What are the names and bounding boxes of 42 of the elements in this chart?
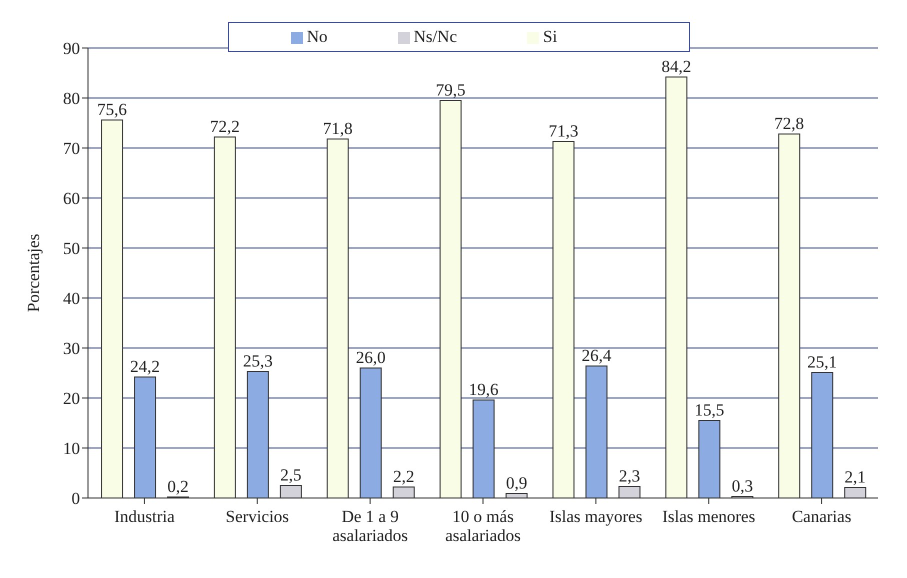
y-tick-label: 0 [72, 489, 80, 508]
legend-label: Ns/Nc [414, 27, 458, 46]
y-tick-label: 60 [63, 189, 80, 208]
data-label: 19,6 [468, 380, 498, 399]
x-tick-label: Servicios [226, 507, 289, 526]
data-label: 0,3 [732, 476, 753, 496]
x-tick-label: Islas menores [662, 507, 756, 526]
data-label: 26,0 [356, 348, 386, 367]
data-label: 79,5 [436, 80, 466, 100]
y-axis-title: Porcentajes [24, 234, 44, 312]
x-tick-label: Industria [114, 507, 176, 526]
data-label: 75,6 [97, 100, 127, 119]
y-tick-label: 90 [63, 39, 80, 58]
x-tick-label: Canarias [792, 507, 852, 526]
data-label: 2,2 [393, 467, 414, 486]
y-tick-label: 80 [63, 89, 80, 108]
y-tick-label: 20 [63, 389, 80, 408]
data-label: 25,3 [243, 352, 273, 370]
data-label: 26,4 [582, 346, 612, 365]
data-label: 72,2 [210, 117, 240, 136]
data-label: 71,8 [322, 119, 353, 138]
data-label: 15,5 [694, 400, 724, 420]
data-label: 72,8 [774, 114, 804, 133]
data-label: 71,3 [548, 122, 578, 140]
data-label: 2,5 [280, 466, 302, 484]
data-label: 0,2 [167, 477, 189, 496]
y-tick-label: 10 [63, 439, 80, 458]
x-tick-label: Islas mayores [549, 507, 642, 526]
y-tick-label: 70 [63, 139, 80, 158]
legend-label: Si [543, 27, 558, 46]
legend-label: No [306, 27, 328, 46]
data-label: 84,2 [661, 57, 692, 76]
data-label: 25,1 [807, 352, 838, 372]
y-tick-label: 50 [63, 239, 80, 258]
y-tick-label: 30 [63, 339, 80, 358]
data-label: 2,1 [844, 468, 866, 486]
data-label: 2,3 [618, 466, 640, 486]
x-tick-label: De 1 a 9 asalariados [332, 507, 408, 545]
data-label: 24,2 [130, 357, 160, 376]
y-tick-label: 40 [63, 289, 80, 308]
data-label: 0,9 [506, 474, 528, 492]
x-tick-label: 10 o más asalariados [445, 507, 521, 545]
